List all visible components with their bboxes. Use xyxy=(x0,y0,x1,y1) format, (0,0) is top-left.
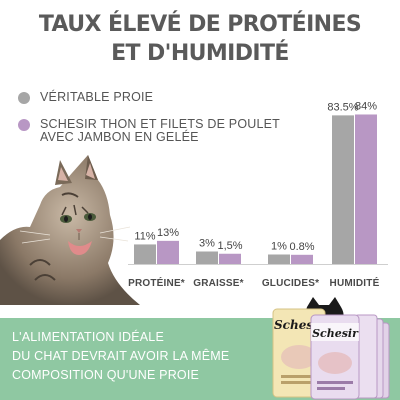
title-line-1: TAUX ÉLEVÉ DE PROTÉINES xyxy=(38,12,362,37)
data-label-2-1: 0.8% xyxy=(289,241,314,253)
legend-swatch-grey xyxy=(18,92,30,104)
bar-1-1 xyxy=(219,253,241,264)
bar-0-0 xyxy=(134,244,156,264)
footer-line-3: COMPOSITION QU'UNE PROIE xyxy=(12,368,200,382)
data-label-3-0: 83.5% xyxy=(327,101,358,113)
kitten-illustration xyxy=(0,155,140,305)
data-label-0-1: 13% xyxy=(157,227,179,239)
category-label-0: PROTÉINE* xyxy=(128,276,185,289)
nutrition-bar-chart: 11% 13% PROTÉINE* 3% 1,5% GRAISSE* 1% 0.8% GLUCI… xyxy=(120,60,400,300)
pack-back-stack xyxy=(354,314,390,399)
data-label-1-0: 3% xyxy=(199,238,215,250)
product-packs-image: Schesir Schesir xyxy=(272,297,390,400)
legend-label-schesir-line-2: AVEC JAMBON EN GELÉE xyxy=(40,130,199,144)
category-label-1: GRAISSE* xyxy=(193,278,244,289)
category-label-3: HUMIDITÉ xyxy=(330,276,380,289)
bar-2-1 xyxy=(291,254,313,264)
bar-3-1 xyxy=(355,114,377,264)
footer-text: L'ALIMENTATION IDÉALE DU CHAT DEVRAIT AV… xyxy=(12,328,229,385)
title-line-2: ET D'HUMIDITÉ xyxy=(111,41,289,66)
category-label-2: GLUCIDES* xyxy=(262,278,319,289)
pack-purple-brand: Schesir xyxy=(312,327,359,340)
footer-line-1: L'ALIMENTATION IDÉALE xyxy=(12,330,164,344)
page-title: TAUX ÉLEVÉ DE PROTÉINES ET D'HUMIDITÉ xyxy=(0,10,400,68)
bar-0-1 xyxy=(157,240,179,264)
bar-2-0 xyxy=(268,254,290,264)
data-label-1-1: 1,5% xyxy=(217,240,242,252)
chart-svg: 11% 13% PROTÉINE* 3% 1,5% GRAISSE* 1% 0.8% GLUCI… xyxy=(128,100,388,289)
bar-1-0 xyxy=(196,251,218,264)
legend-swatch-purple xyxy=(18,119,30,131)
legend-label-real-prey: VÉRITABLE PROIE xyxy=(40,90,154,104)
data-label-3-1: 84% xyxy=(355,100,377,112)
footer-line-2: DU CHAT DEVRAIT AVOIR LA MÊME xyxy=(12,349,230,363)
legend-label-schesir-line-1: SCHESIR THON ET FILETS DE POULET xyxy=(40,117,281,131)
data-label-2-0: 1% xyxy=(271,241,287,253)
bar-3-0 xyxy=(332,115,354,264)
data-label-0-0: 11% xyxy=(134,230,155,242)
